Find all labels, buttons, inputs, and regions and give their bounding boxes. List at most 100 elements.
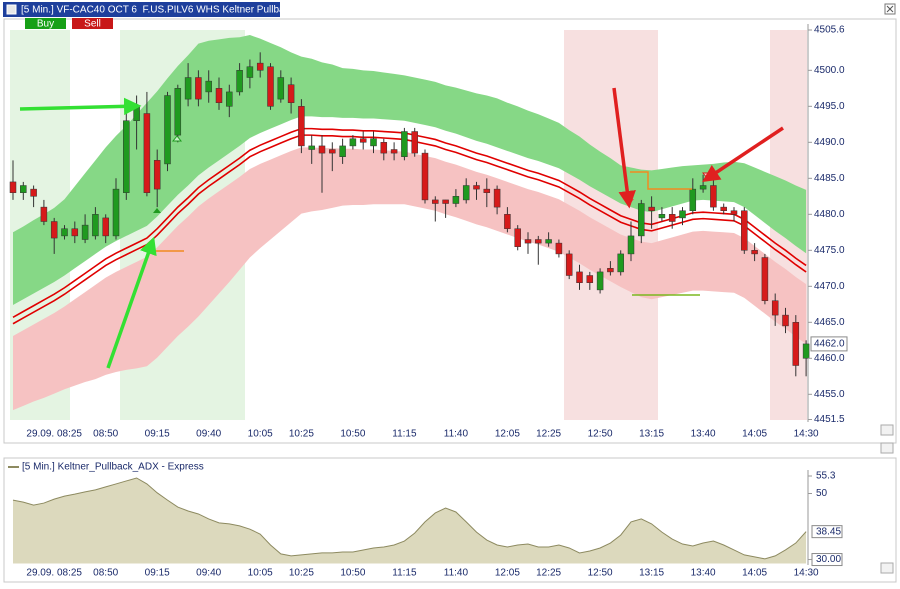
x-tick-label: 12:25 [536, 429, 561, 440]
adx-area [13, 477, 807, 564]
candle-body [50, 221, 58, 239]
candle-body [298, 106, 305, 147]
candle-body [164, 95, 171, 165]
y-tick-label: 4495.0 [814, 101, 845, 112]
candle-body [411, 131, 418, 154]
candle-body [730, 210, 738, 215]
candle-body [699, 185, 707, 190]
buy-button-label[interactable]: Buy [37, 19, 54, 30]
keltner-band [13, 147, 807, 411]
y-tick-box [811, 553, 843, 567]
x-tick-label: 11:15 [392, 429, 417, 440]
sell-button-label[interactable]: Sell [84, 19, 101, 30]
candle-body [153, 160, 161, 190]
candle-body [277, 77, 285, 100]
keltner-band [13, 35, 807, 306]
candle-body [174, 88, 182, 136]
candle-body [782, 314, 789, 327]
candle-body [617, 253, 624, 273]
candle-body [318, 145, 326, 154]
candle-body [596, 271, 604, 291]
candle-body [452, 196, 460, 204]
candle-body [246, 66, 254, 78]
x-tick-label: 14:30 [794, 429, 819, 440]
candle-body [226, 91, 233, 107]
x-tick-label: 10:25 [289, 429, 314, 440]
zoom-icon[interactable] [880, 424, 894, 436]
candle-body [40, 206, 48, 222]
adx-zoom-icon[interactable] [880, 562, 894, 574]
annotation-arrow [19, 97, 142, 116]
y-tick-label: 4505.6 [814, 25, 845, 36]
candle-body [638, 203, 645, 237]
candle-body [123, 120, 130, 193]
x-tick-label: 12:50 [588, 568, 613, 579]
x-tick-label: 10:25 [289, 568, 314, 579]
y-tick-label: 4465.0 [814, 317, 845, 328]
stop-level [630, 171, 692, 190]
x-tick-label: 09:40 [196, 568, 221, 579]
candle-body [679, 210, 686, 219]
x-tick-label: 29.09. 08:25 [26, 568, 82, 579]
x-tick-label: 29.09. 08:25 [26, 429, 82, 440]
y-tick-label: 4475.0 [814, 245, 845, 256]
candle-body [359, 138, 367, 143]
candle-body [658, 214, 666, 219]
resize-icon[interactable] [880, 442, 894, 454]
candle-body [462, 185, 470, 201]
y-tick-label: 4500.0 [814, 65, 845, 76]
x-tick-label: 12:50 [588, 429, 613, 440]
candle-body [329, 149, 336, 154]
candle-body [483, 188, 491, 193]
x-tick-label: 10:50 [340, 568, 365, 579]
x-tick-label: 11:15 [392, 568, 417, 579]
window-menu-icon[interactable] [6, 4, 17, 15]
buy-button[interactable] [25, 18, 66, 29]
adx-line [12, 477, 807, 560]
candle-body [576, 271, 583, 283]
candle-body [133, 106, 140, 121]
candle-body [236, 70, 243, 93]
y-tick-label: 4460.0 [814, 353, 845, 364]
sell-button[interactable] [72, 18, 113, 29]
candle-body [349, 138, 357, 147]
candle-body [802, 343, 810, 359]
candle-body [71, 228, 79, 237]
adx-plot: [5 Min.] Keltner_Pullback_ADX - Express … [8, 462, 843, 579]
x-tick-label: 10:05 [248, 429, 273, 440]
candle-body [627, 235, 635, 255]
candle-body [9, 181, 17, 193]
y-tick-label: 4451.5 [814, 414, 845, 425]
x-tick-label: 09:40 [196, 429, 221, 440]
candle-body [710, 185, 717, 208]
adx-panel-title: [5 Min.] Keltner_Pullback_ADX - Express [22, 462, 204, 473]
candle-body [30, 188, 37, 197]
buy-signal-marker [171, 135, 183, 142]
x-tick-label: 12:25 [536, 568, 561, 579]
candle-body [586, 275, 594, 283]
x-tick-label: 14:30 [794, 568, 819, 579]
candle-body [205, 80, 212, 93]
y-tick-label: 4455.0 [814, 389, 845, 400]
adx-last-label: 38.45 [816, 526, 841, 537]
candle-body [390, 149, 398, 154]
x-tick-label: 08:50 [93, 568, 118, 579]
candle-body [102, 217, 109, 237]
adx-last-box [811, 525, 843, 539]
candle-body [380, 142, 388, 154]
x-tick-label: 12:05 [495, 429, 520, 440]
candle-body [668, 214, 676, 222]
buy-signal-marker [153, 208, 161, 213]
y-tick-label: 55.3 [816, 471, 836, 482]
x-tick-label: 08:50 [93, 429, 118, 440]
main-panel-border [3, 18, 897, 444]
candle-body [20, 185, 27, 193]
y-tick-label: 4485.0 [814, 173, 845, 184]
candle-body [215, 88, 223, 103]
x-tick-label: 13:15 [639, 568, 664, 579]
candle-body [401, 131, 408, 157]
candle-body [720, 206, 727, 211]
candle-body [648, 206, 655, 211]
